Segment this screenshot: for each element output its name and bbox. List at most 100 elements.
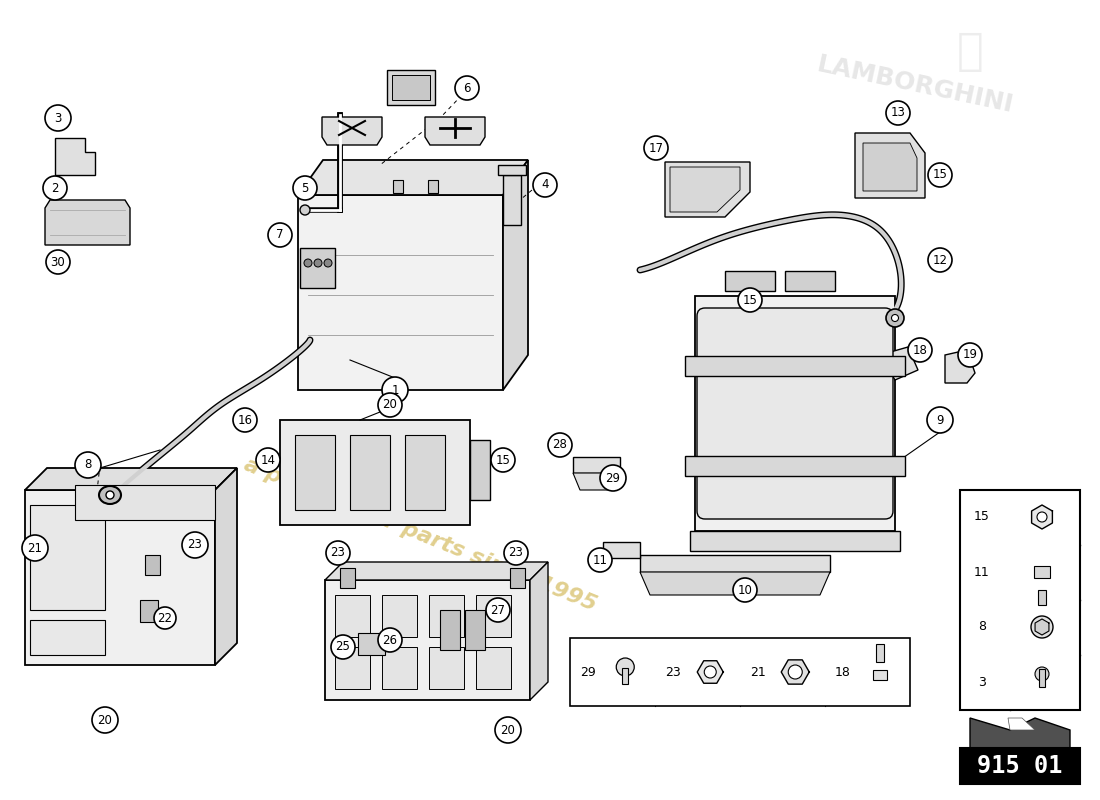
Bar bbox=[1040, 669, 1045, 687]
Circle shape bbox=[928, 163, 952, 187]
Circle shape bbox=[324, 259, 332, 267]
Circle shape bbox=[314, 259, 322, 267]
Circle shape bbox=[293, 176, 317, 200]
Polygon shape bbox=[503, 160, 528, 390]
Polygon shape bbox=[640, 572, 830, 595]
Polygon shape bbox=[855, 133, 925, 198]
Text: 29: 29 bbox=[605, 471, 620, 485]
Text: 13: 13 bbox=[891, 106, 905, 119]
Bar bbox=[570, 638, 910, 706]
Circle shape bbox=[491, 448, 515, 472]
Polygon shape bbox=[666, 162, 750, 217]
Ellipse shape bbox=[106, 491, 114, 499]
Polygon shape bbox=[510, 568, 525, 588]
Polygon shape bbox=[697, 661, 724, 683]
Circle shape bbox=[233, 408, 257, 432]
Polygon shape bbox=[880, 347, 918, 380]
Circle shape bbox=[22, 535, 48, 561]
Polygon shape bbox=[670, 167, 740, 212]
Text: 19: 19 bbox=[962, 349, 978, 362]
Circle shape bbox=[534, 173, 557, 197]
Polygon shape bbox=[140, 600, 158, 622]
Polygon shape bbox=[295, 435, 336, 510]
Circle shape bbox=[455, 76, 478, 100]
Bar bbox=[1034, 566, 1050, 578]
Polygon shape bbox=[685, 356, 905, 376]
Polygon shape bbox=[695, 296, 895, 531]
Polygon shape bbox=[573, 457, 620, 473]
Text: 23: 23 bbox=[666, 666, 681, 678]
Polygon shape bbox=[530, 562, 548, 700]
Polygon shape bbox=[322, 117, 382, 145]
Text: 20: 20 bbox=[383, 398, 397, 411]
Circle shape bbox=[256, 448, 280, 472]
Bar bbox=[877, 644, 884, 662]
Circle shape bbox=[182, 532, 208, 558]
Circle shape bbox=[1035, 667, 1049, 681]
Text: 🐂: 🐂 bbox=[957, 30, 983, 74]
Polygon shape bbox=[640, 555, 830, 572]
Polygon shape bbox=[298, 195, 503, 390]
Polygon shape bbox=[1035, 619, 1049, 635]
Text: 30: 30 bbox=[51, 255, 65, 269]
Polygon shape bbox=[30, 505, 105, 610]
Text: 16: 16 bbox=[238, 414, 253, 426]
Text: 15: 15 bbox=[933, 169, 947, 182]
Polygon shape bbox=[603, 542, 640, 558]
Polygon shape bbox=[382, 595, 417, 637]
Circle shape bbox=[548, 433, 572, 457]
Polygon shape bbox=[340, 568, 355, 588]
Polygon shape bbox=[685, 456, 905, 476]
Polygon shape bbox=[387, 70, 434, 105]
Text: 9: 9 bbox=[936, 414, 944, 426]
Polygon shape bbox=[429, 647, 464, 689]
Circle shape bbox=[704, 666, 716, 678]
Text: 21: 21 bbox=[28, 542, 43, 554]
Polygon shape bbox=[781, 660, 810, 684]
Circle shape bbox=[504, 541, 528, 565]
Text: 6: 6 bbox=[463, 82, 471, 94]
Polygon shape bbox=[476, 595, 512, 637]
Polygon shape bbox=[145, 555, 160, 575]
Bar bbox=[873, 670, 888, 680]
Circle shape bbox=[75, 452, 101, 478]
Polygon shape bbox=[358, 633, 385, 655]
Circle shape bbox=[46, 250, 70, 274]
Text: 8: 8 bbox=[85, 458, 91, 471]
Text: 25: 25 bbox=[336, 641, 351, 654]
Polygon shape bbox=[429, 595, 464, 637]
Circle shape bbox=[886, 101, 910, 125]
Polygon shape bbox=[382, 647, 417, 689]
Polygon shape bbox=[498, 165, 526, 175]
Polygon shape bbox=[690, 531, 900, 551]
Circle shape bbox=[958, 343, 982, 367]
Circle shape bbox=[1037, 512, 1047, 522]
Circle shape bbox=[644, 136, 668, 160]
Text: 3: 3 bbox=[978, 675, 986, 689]
Text: 26: 26 bbox=[383, 634, 397, 646]
Text: 14: 14 bbox=[261, 454, 275, 466]
Circle shape bbox=[733, 578, 757, 602]
Polygon shape bbox=[298, 160, 528, 195]
Text: 18: 18 bbox=[913, 343, 927, 357]
Bar bbox=[1038, 590, 1046, 605]
Text: 23: 23 bbox=[188, 538, 202, 551]
Text: 23: 23 bbox=[331, 546, 345, 559]
Circle shape bbox=[92, 707, 118, 733]
Circle shape bbox=[588, 548, 612, 572]
Text: 7: 7 bbox=[276, 229, 284, 242]
Circle shape bbox=[928, 248, 952, 272]
Polygon shape bbox=[280, 420, 470, 525]
Polygon shape bbox=[573, 473, 620, 490]
Text: 15: 15 bbox=[742, 294, 758, 306]
Polygon shape bbox=[785, 271, 835, 291]
Polygon shape bbox=[25, 490, 215, 665]
Text: 1: 1 bbox=[392, 383, 398, 397]
Bar bbox=[623, 668, 628, 684]
Polygon shape bbox=[503, 175, 521, 225]
Polygon shape bbox=[30, 620, 105, 655]
Ellipse shape bbox=[891, 314, 899, 322]
Bar bbox=[960, 748, 1080, 784]
Ellipse shape bbox=[99, 486, 121, 504]
Text: 11: 11 bbox=[593, 554, 607, 566]
